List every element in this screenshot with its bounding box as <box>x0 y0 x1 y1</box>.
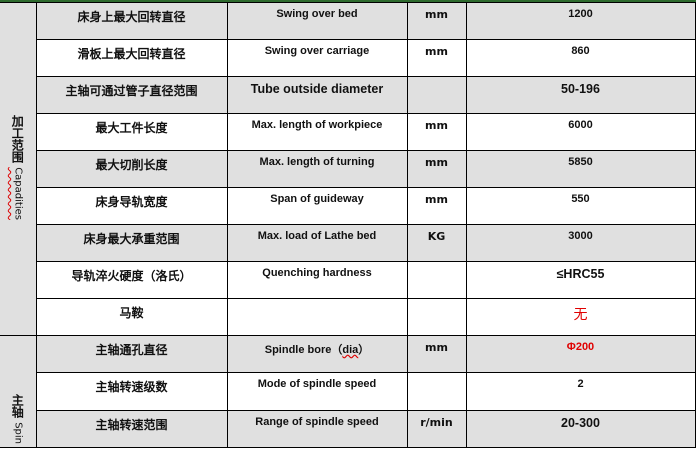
value: 550 <box>465 187 696 225</box>
value: 860 <box>465 39 696 77</box>
param-en: Max. length of workpiece <box>226 113 408 151</box>
param-en <box>226 298 408 336</box>
unit: mm <box>406 334 467 374</box>
unit: mm <box>406 2 467 40</box>
unit: mm <box>406 187 467 225</box>
table-row: 导轨淬火硬度（洛氏） Quenching hardness ≤HRC55 <box>0 261 696 299</box>
param-cn: 滑板上最大回转直径 <box>35 39 228 77</box>
top-border <box>0 0 696 2</box>
param-cn: 床身最大承重范围 <box>35 224 228 262</box>
table-row: 主轴可通过管子直径范围 Tube outside diameter 50-196 <box>0 76 696 114</box>
param-en: Span of guideway <box>226 187 408 225</box>
unit: r/min <box>406 409 467 449</box>
table-row: 床身最大承重范围 Max. load of Lathe bed KG 3000 <box>0 224 696 262</box>
unit: mm <box>406 113 467 151</box>
param-cn: 主轴转速级数 <box>35 372 228 411</box>
param-en: Range of spindle speed <box>226 409 408 449</box>
table-row: 主轴 Spin 主轴通孔直径 Spindle bore（dia） mm Φ200 <box>0 334 696 448</box>
unit <box>406 298 467 336</box>
param-en: Spindle bore（dia） <box>226 334 408 374</box>
value: 50-196 <box>465 76 696 114</box>
group-label-cn: 加工范围 <box>10 115 25 164</box>
group-label-en: Capadities <box>12 167 24 220</box>
unit <box>406 372 467 411</box>
table-row: 主轴转速级数 Mode of spindle speed 2 <box>0 372 696 411</box>
value: 无 <box>465 298 696 336</box>
value: 5850 <box>465 150 696 188</box>
unit <box>406 261 467 299</box>
table-row: 马鞍 无 <box>0 298 696 336</box>
value: 20-300 <box>465 409 696 449</box>
value: ≤HRC55 <box>465 261 696 299</box>
unit: KG <box>406 224 467 262</box>
table-row: 最大切削长度 Max. length of turning mm 5850 <box>0 150 696 188</box>
unit: mm <box>406 39 467 77</box>
param-cn: 床身上最大回转直径 <box>35 2 228 40</box>
table-row: 床身导轨宽度 Span of guideway mm 550 <box>0 187 696 225</box>
value: 2 <box>465 372 696 411</box>
param-en: Tube outside diameter <box>226 76 408 114</box>
param-cn: 主轴可通过管子直径范围 <box>35 76 228 114</box>
param-cn: 主轴通孔直径 <box>35 334 228 374</box>
param-en: Quenching hardness <box>226 261 408 299</box>
group-capacities: 加工范围 Capadities <box>0 2 37 336</box>
table-row: 最大工件长度 Max. length of workpiece mm 6000 <box>0 113 696 151</box>
param-en-tail: ） <box>358 344 370 356</box>
value: 1200 <box>465 2 696 40</box>
group-label-en: Spin <box>12 422 24 444</box>
param-cn: 导轨淬火硬度（洛氏） <box>35 261 228 299</box>
value: 3000 <box>465 224 696 262</box>
group-spindle: 主轴 Spin <box>0 335 37 448</box>
value: 6000 <box>465 113 696 151</box>
param-en: Max. load of Lathe bed <box>226 224 408 262</box>
param-en: Swing over bed <box>226 2 408 40</box>
group-label-cn: 主轴 <box>10 394 25 418</box>
param-cn: 最大切削长度 <box>35 150 228 188</box>
param-en-text: Spindle bore（ <box>264 344 343 356</box>
param-en: Mode of spindle speed <box>226 372 408 411</box>
param-cn: 最大工件长度 <box>35 113 228 151</box>
table-row: 主轴转速范围 Range of spindle speed r/min 20-300 <box>0 409 696 449</box>
value: Φ200 <box>465 334 696 374</box>
param-en-abbr: dia <box>342 344 359 356</box>
table-row: 滑板上最大回转直径 Swing over carriage mm 860 <box>0 39 696 77</box>
table-row: 加工范围 Capadities 床身上最大回转直径 Swing over bed m… <box>0 2 696 336</box>
unit <box>406 76 467 114</box>
param-en: Max. length of turning <box>226 150 408 188</box>
param-cn: 主轴转速范围 <box>35 409 228 449</box>
param-cn: 床身导轨宽度 <box>35 187 228 225</box>
unit: mm <box>406 150 467 188</box>
param-cn: 马鞍 <box>35 298 228 336</box>
param-en: Swing over carriage <box>226 39 408 77</box>
